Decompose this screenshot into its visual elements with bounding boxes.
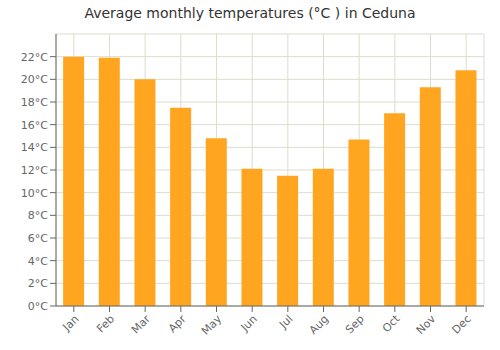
svg-text:Feb: Feb: [94, 312, 117, 335]
svg-text:18°C: 18°C: [21, 96, 48, 109]
svg-text:Oct: Oct: [380, 312, 403, 335]
svg-text:May: May: [199, 312, 225, 338]
svg-text:2°C: 2°C: [28, 277, 48, 290]
svg-text:16°C: 16°C: [21, 119, 48, 132]
svg-text:20°C: 20°C: [21, 73, 48, 86]
svg-text:22°C: 22°C: [21, 51, 48, 64]
svg-text:Jul: Jul: [276, 312, 295, 331]
svg-text:12°C: 12°C: [21, 164, 48, 177]
svg-text:Sep: Sep: [343, 312, 367, 336]
svg-text:Apr: Apr: [166, 312, 189, 335]
svg-text:14°C: 14°C: [21, 141, 48, 154]
svg-text:Mar: Mar: [129, 312, 153, 336]
svg-text:Jan: Jan: [60, 312, 82, 334]
html-text:Average monthly temperatures (: Average monthly temperatures (°C ) in Ce…: [84, 5, 416, 21]
svg-text:6°C: 6°C: [28, 232, 48, 245]
svg-text:Dec: Dec: [450, 312, 474, 336]
svg-text:0°C: 0°C: [28, 300, 48, 313]
svg-text:Aug: Aug: [307, 312, 331, 336]
svg-text:Nov: Nov: [414, 312, 439, 337]
svg-text:4°C: 4°C: [28, 255, 48, 268]
svg-text:Jun: Jun: [238, 312, 260, 334]
svg-text:10°C: 10°C: [21, 187, 48, 200]
svg-text:8°C: 8°C: [28, 209, 48, 222]
